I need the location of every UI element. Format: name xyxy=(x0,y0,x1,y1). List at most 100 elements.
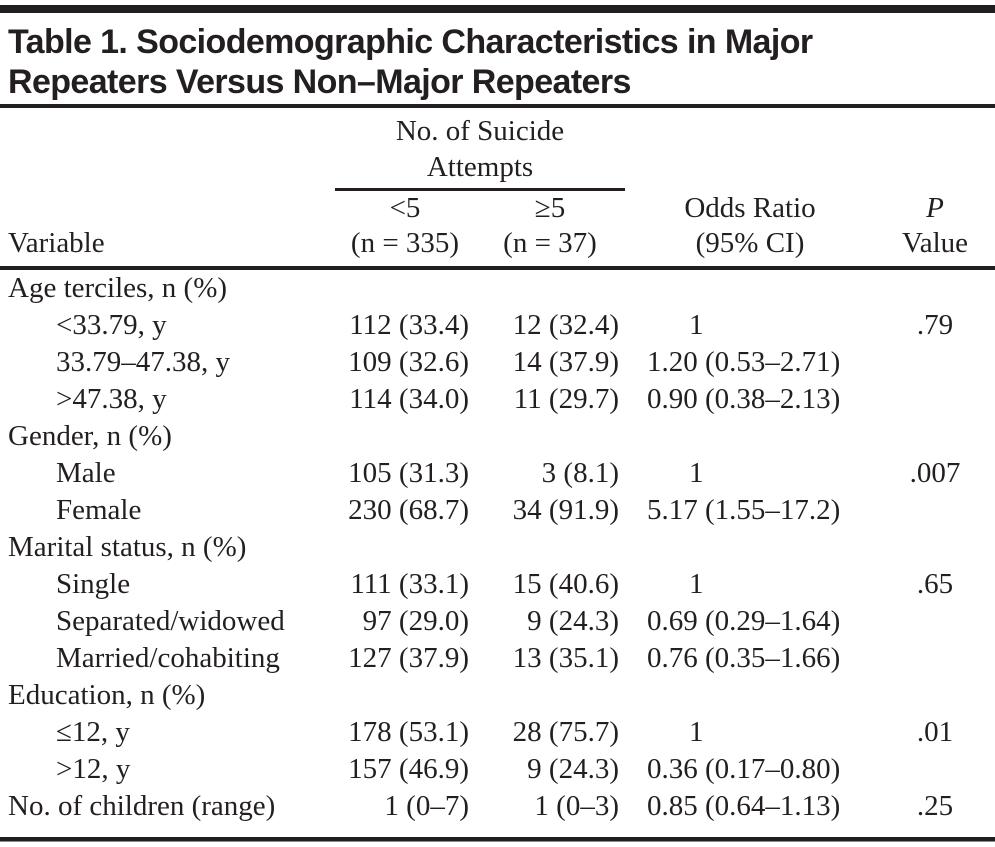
cell-variable: <33.79, y xyxy=(56,308,167,341)
cell-variable: No. of children (range) xyxy=(8,789,276,822)
cell-variable: Age terciles, n (%) xyxy=(8,271,228,304)
cell-lt5: 105 (31.3) xyxy=(348,456,469,489)
cell-variable: Gender, n (%) xyxy=(8,419,172,452)
table-row: 33.79–47.38, y 109 (32.6) 14 (37.9) 1.20 (0… xyxy=(0,344,995,381)
table-row: Male 105 (31.3) 3 (8.1) 1 .007 xyxy=(0,455,995,492)
sociodemographic-table: No. of Suicide Attempts Variable <5 (n =… xyxy=(0,108,995,825)
table-row: >12, y 157 (46.9) 9 (24.3) 0.36 (0.17–0.80) xyxy=(0,751,995,788)
table-row: >47.38, y 114 (34.0) 11 (29.7) 0.90 (0.38–2… xyxy=(0,381,995,418)
table-row: Married/cohabiting 127 (37.9) 13 (35.1) 0.7… xyxy=(0,640,995,677)
cell-p-value: .01 xyxy=(916,715,954,748)
cell-variable: Female xyxy=(56,493,142,526)
table-row: Gender, n (%) xyxy=(0,418,995,455)
column-header-ge5-line2: (n = 37) xyxy=(503,226,597,259)
spanner-suicide-attempts: No. of Suicide Attempts xyxy=(335,108,625,191)
cell-lt5 xyxy=(335,677,475,714)
bottom-divider-rule-thin xyxy=(0,840,995,842)
table-title: Table 1. Sociodemographic Characteristic… xyxy=(8,22,995,102)
table-row: Age terciles, n (%) xyxy=(0,268,995,307)
cell-p-value: .65 xyxy=(916,567,954,600)
cell-ge5: 28 (75.7) xyxy=(512,715,619,748)
cell-ge5: 3 (8.1) xyxy=(541,456,619,489)
cell-odds-ratio: 1 xyxy=(689,308,704,341)
table-row: ≤12, y 178 (53.1) 28 (75.7) 1 .01 xyxy=(0,714,995,751)
cell-lt5: 112 (33.4) xyxy=(349,308,469,341)
cell-odds-ratio xyxy=(625,418,875,455)
column-header-row: Variable <5 (n = 335) ≥5 (n = 37) Odds R… xyxy=(0,189,995,270)
cell-p-value xyxy=(875,529,995,566)
table-row: Separated/widowed 97 (29.0) 9 (24.3) 0.69 (… xyxy=(0,603,995,640)
table-title-line1: Table 1. Sociodemographic Characteristic… xyxy=(8,23,813,61)
cell-ge5 xyxy=(475,418,625,455)
cell-odds-ratio: 1 xyxy=(689,567,704,600)
cell-variable: 33.79–47.38, y xyxy=(56,345,230,378)
cell-p-value xyxy=(875,640,995,677)
cell-p-value: .79 xyxy=(916,308,954,341)
cell-ge5: 15 (40.6) xyxy=(512,567,619,600)
column-header-p-value: P Value xyxy=(875,189,995,270)
cell-lt5 xyxy=(335,529,475,566)
cell-odds-ratio xyxy=(625,529,875,566)
table-body: Age terciles, n (%) <33.79, y 112 (33.4) 12… xyxy=(0,268,995,825)
cell-p-value xyxy=(875,751,995,788)
cell-odds-ratio: 0.69 (0.29–1.64) xyxy=(647,604,841,637)
cell-odds-ratio xyxy=(625,677,875,714)
spanner-line1: No. of Suicide xyxy=(395,114,565,147)
top-rule-bar xyxy=(0,5,995,13)
cell-p-value xyxy=(875,492,995,529)
cell-ge5 xyxy=(475,268,625,307)
cell-lt5: 114 (34.0) xyxy=(349,382,469,415)
column-header-odds-ratio-line1: Odds Ratio xyxy=(684,191,816,224)
table-row: <33.79, y 112 (33.4) 12 (32.4) 1 .79 xyxy=(0,307,995,344)
cell-p-value xyxy=(875,677,995,714)
cell-variable: Separated/widowed xyxy=(56,604,285,637)
spanner-spacer xyxy=(875,108,995,189)
cell-variable: Single xyxy=(56,567,131,600)
cell-ge5: 13 (35.1) xyxy=(512,641,619,674)
column-header-lt5-line1: <5 xyxy=(389,191,421,224)
cell-ge5: 9 (24.3) xyxy=(527,604,619,637)
column-header-lt5-line2: (n = 335) xyxy=(350,226,460,259)
cell-p-value: .25 xyxy=(916,789,954,822)
bottom-divider-rule xyxy=(0,836,995,841)
cell-variable: ≤12, y xyxy=(56,715,130,748)
column-header-odds-ratio-line2: (95% CI) xyxy=(695,226,805,259)
cell-ge5: 9 (24.3) xyxy=(527,752,619,785)
column-header-ge5: ≥5 (n = 37) xyxy=(475,189,625,270)
cell-ge5 xyxy=(475,529,625,566)
cell-lt5 xyxy=(335,268,475,307)
cell-p-value xyxy=(875,603,995,640)
cell-odds-ratio xyxy=(625,268,875,307)
cell-ge5: 1 (0–3) xyxy=(534,789,619,822)
cell-odds-ratio: 0.36 (0.17–0.80) xyxy=(647,752,841,785)
column-header-variable: Variable xyxy=(0,189,335,270)
table-row: Female 230 (68.7) 34 (91.9) 5.17 (1.55–17.2… xyxy=(0,492,995,529)
cell-odds-ratio: 1 xyxy=(689,715,704,748)
cell-variable: >47.38, y xyxy=(56,382,167,415)
table-row: Education, n (%) xyxy=(0,677,995,714)
cell-ge5: 34 (91.9) xyxy=(512,493,619,526)
table-header: No. of Suicide Attempts Variable <5 (n =… xyxy=(0,108,995,270)
cell-lt5: 111 (33.1) xyxy=(350,567,469,600)
cell-lt5: 109 (32.6) xyxy=(348,345,469,378)
table-row: Marital status, n (%) xyxy=(0,529,995,566)
cell-variable: Marital status, n (%) xyxy=(8,530,247,563)
cell-p-value xyxy=(875,268,995,307)
spanner-spacer xyxy=(0,108,335,189)
cell-odds-ratio: 0.85 (0.64–1.13) xyxy=(647,789,841,822)
spanner-line2: Attempts xyxy=(426,150,534,183)
cell-ge5 xyxy=(475,677,625,714)
column-header-odds-ratio: Odds Ratio (95% CI) xyxy=(625,189,875,270)
column-header-p-line1: P xyxy=(926,191,944,224)
cell-odds-ratio: 0.76 (0.35–1.66) xyxy=(647,641,841,674)
cell-ge5: 11 (29.7) xyxy=(513,382,619,415)
cell-lt5: 230 (68.7) xyxy=(348,493,469,526)
cell-p-value xyxy=(875,344,995,381)
cell-variable: Married/cohabiting xyxy=(56,641,280,674)
table-row: Single 111 (33.1) 15 (40.6) 1 .65 xyxy=(0,566,995,603)
column-header-p-line2: Value xyxy=(901,226,969,259)
spanner-spacer xyxy=(625,108,875,189)
cell-ge5: 12 (32.4) xyxy=(512,308,619,341)
cell-p-value xyxy=(875,381,995,418)
